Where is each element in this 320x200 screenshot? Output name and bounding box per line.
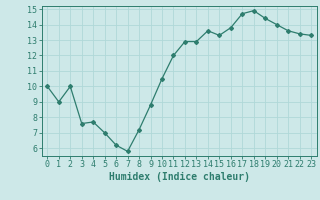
X-axis label: Humidex (Indice chaleur): Humidex (Indice chaleur) <box>109 172 250 182</box>
